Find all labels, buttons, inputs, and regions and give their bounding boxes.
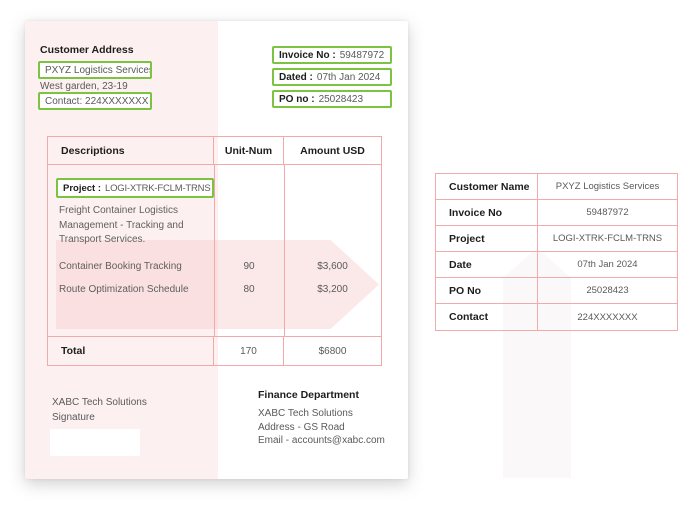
- signature-area: [50, 429, 140, 456]
- header-amount-usd: Amount USD: [300, 144, 365, 157]
- invoice-table-body: Project : LOGI-XTRK-FCLM-TRNS Freight Co…: [48, 165, 381, 336]
- signer-company: XABC Tech Solutions: [52, 397, 147, 408]
- finance-department-heading: Finance Department: [258, 389, 359, 401]
- arrow-watermark: [56, 240, 379, 329]
- line-item-row: Container Booking Tracking 90 $3,600: [48, 261, 381, 272]
- total-units: 170: [214, 337, 284, 365]
- summary-label: PO No: [436, 278, 538, 303]
- finance-company: XABC Tech Solutions: [258, 408, 353, 419]
- invoice-po-label: PO no :: [279, 93, 315, 105]
- customer-address-heading: Customer Address: [40, 44, 134, 56]
- summary-row: PO No 25028423: [436, 278, 677, 304]
- summary-row: Customer Name PXYZ Logistics Services: [436, 174, 677, 200]
- line-item-row: Route Optimization Schedule 80 $3,200: [48, 284, 381, 295]
- summary-value: 07th Jan 2024: [577, 259, 638, 270]
- item-amount: $3,200: [317, 284, 348, 295]
- description-line: Management - Tracking and: [59, 219, 184, 231]
- signature-label: Signature: [52, 412, 95, 423]
- summary-value: 25028423: [586, 285, 629, 296]
- invoice-total-row: Total 170 $6800: [48, 336, 381, 365]
- extracted-fields-table: Customer Name PXYZ Logistics Services In…: [435, 173, 678, 331]
- item-units: 90: [243, 261, 255, 272]
- item-name: Route Optimization Schedule: [59, 284, 189, 295]
- total-amount: $6800: [318, 345, 347, 357]
- invoice-date-value: 07th Jan 2024: [316, 71, 381, 83]
- customer-contact-annotation: Contact: 224XXXXXXX: [38, 92, 152, 110]
- invoice-po-value: 25028423: [318, 93, 364, 105]
- customer-name-annotation: PXYZ Logistics Services: [38, 61, 152, 79]
- invoice-no-value: 59487972: [339, 49, 385, 61]
- item-units: 80: [243, 284, 255, 295]
- finance-address: Address - GS Road: [258, 421, 345, 433]
- project-annotation: Project : LOGI-XTRK-FCLM-TRNS: [56, 178, 214, 198]
- customer-name: PXYZ Logistics Services: [45, 64, 152, 76]
- invoice-no-annotation: Invoice No : 59487972: [272, 46, 392, 64]
- description-line: Freight Container Logistics: [59, 205, 178, 216]
- header-descriptions: Descriptions: [48, 137, 214, 164]
- summary-label: Date: [436, 252, 538, 277]
- finance-department-block: Finance Department XABC Tech Solutions A…: [258, 389, 385, 448]
- invoice-date-annotation: Dated : 07th Jan 2024: [272, 68, 392, 86]
- invoice-date-label: Dated :: [279, 71, 313, 83]
- header-unit-num: Unit-Num: [214, 137, 284, 164]
- summary-row: Invoice No 59487972: [436, 200, 677, 226]
- summary-label: Project: [436, 226, 538, 251]
- project-code: LOGI-XTRK-FCLM-TRNS: [105, 182, 211, 194]
- invoice-po-annotation: PO no : 25028423: [272, 90, 392, 108]
- project-description: Freight Container Logistics Management -…: [59, 204, 184, 248]
- invoice-table-header: Descriptions Unit-Num Amount USD: [48, 137, 381, 165]
- summary-row: Date 07th Jan 2024: [436, 252, 677, 278]
- summary-label: Customer Name: [436, 174, 538, 199]
- invoice-no-label: Invoice No :: [279, 49, 336, 61]
- item-amount: $3,600: [317, 261, 348, 272]
- summary-label: Invoice No: [436, 200, 538, 225]
- summary-row: Project LOGI-XTRK-FCLM-TRNS: [436, 226, 677, 252]
- invoice-document: Customer Address PXYZ Logistics Services…: [25, 21, 408, 479]
- signature-block: XABC Tech Solutions Signature: [52, 395, 147, 425]
- summary-value: PXYZ Logistics Services: [555, 181, 660, 192]
- invoice-items-table: Descriptions Unit-Num Amount USD Project…: [47, 136, 382, 366]
- summary-value: 224XXXXXXX: [577, 311, 638, 323]
- customer-contact: Contact: 224XXXXXXX: [45, 95, 149, 107]
- summary-row: Contact 224XXXXXXX: [436, 304, 677, 330]
- item-name: Container Booking Tracking: [59, 261, 182, 272]
- description-line: Transport Services.: [59, 234, 146, 245]
- project-label: Project :: [63, 182, 102, 194]
- summary-label: Contact: [436, 304, 538, 330]
- finance-email: Email - accounts@xabc.com: [258, 435, 385, 446]
- summary-value: LOGI-XTRK-FCLM-TRNS: [552, 233, 663, 244]
- total-label: Total: [48, 337, 214, 365]
- customer-street: West garden, 23-19: [40, 81, 128, 92]
- summary-value: 59487972: [586, 207, 629, 218]
